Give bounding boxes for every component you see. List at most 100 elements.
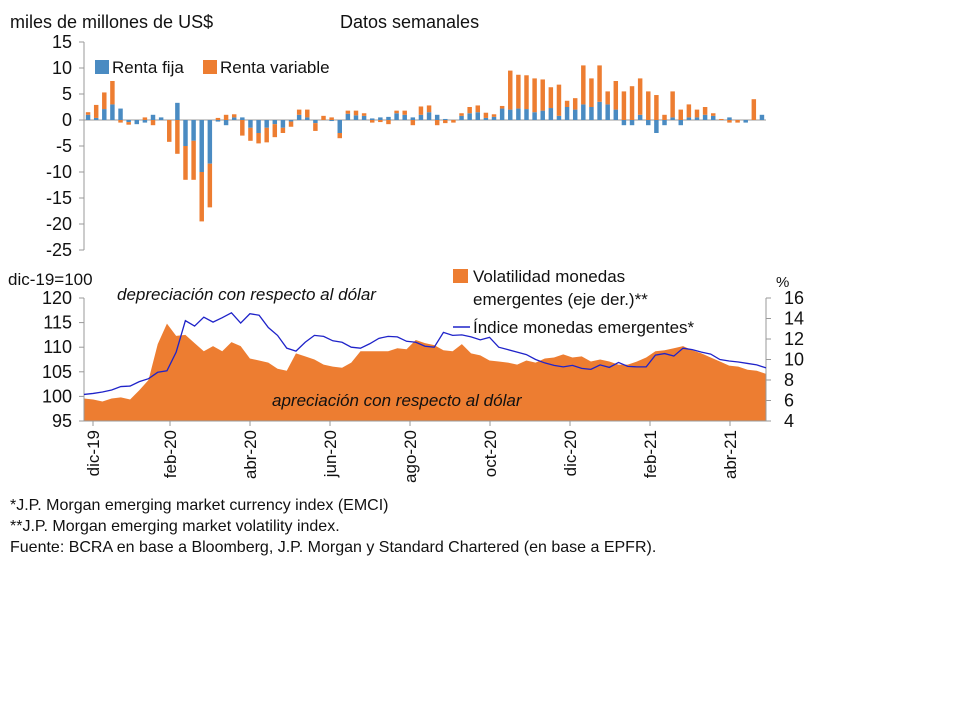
bar-renta-variable	[735, 120, 740, 123]
bottom-x-tick-label: abr-21	[721, 430, 740, 479]
bar-renta-variable	[337, 133, 342, 139]
bar-renta-variable	[402, 110, 407, 115]
legend-label-renta-fija: Renta fija	[112, 58, 184, 77]
bar-renta-variable	[240, 120, 245, 136]
bottom-y2-tick-label: 8	[784, 370, 794, 390]
bar-renta-variable	[215, 117, 221, 120]
bar-renta-fija	[394, 113, 399, 120]
bar-renta-variable	[305, 109, 310, 118]
bar-renta-fija	[678, 120, 683, 126]
bar-renta-fija	[564, 107, 570, 120]
footnote-emci: *J.P. Morgan emerging market currency in…	[10, 497, 389, 514]
bar-renta-fija	[556, 115, 562, 120]
legend-label-volatility-line1: Volatilidad monedas	[473, 267, 625, 286]
bottom-y-tick-label: 110	[43, 337, 72, 357]
bar-renta-variable	[410, 120, 416, 126]
bar-renta-variable	[516, 74, 521, 109]
bar-renta-fija	[572, 109, 578, 120]
legend-swatch-renta-fija	[95, 60, 109, 74]
bar-renta-variable	[621, 91, 627, 120]
bar-renta-fija	[727, 117, 732, 120]
bar-renta-variable	[394, 110, 399, 114]
bar-renta-fija	[369, 118, 375, 120]
bar-renta-fija	[248, 120, 253, 128]
bar-renta-variable	[443, 120, 448, 124]
bar-renta-variable	[564, 100, 570, 107]
bar-renta-variable	[686, 104, 692, 118]
bar-renta-variable	[710, 113, 716, 116]
bar-renta-variable	[426, 105, 432, 113]
bar-renta-variable	[418, 106, 424, 115]
top-y-tick-label: 5	[62, 84, 72, 104]
bar-renta-fija	[597, 101, 602, 120]
bar-renta-variable	[207, 163, 213, 208]
bar-renta-variable	[483, 112, 489, 118]
top-chart-bars	[85, 65, 765, 222]
legend-swatch-renta-variable	[203, 60, 217, 74]
bar-renta-variable	[150, 120, 156, 126]
bottom-y-tick-label: 105	[42, 362, 72, 382]
bar-renta-variable	[694, 109, 700, 118]
bar-renta-fija	[491, 116, 497, 120]
bar-renta-variable	[256, 133, 261, 144]
top-y-tick-label: -10	[46, 162, 72, 182]
bar-renta-fija	[240, 117, 245, 120]
bottom-chart-area	[84, 323, 766, 421]
bar-renta-fija	[305, 117, 310, 120]
bar-renta-fija	[223, 120, 229, 126]
bar-renta-fija	[264, 120, 269, 128]
top-chart-ylabel: miles de millones de US$	[10, 12, 213, 32]
bar-renta-variable	[361, 113, 367, 116]
bar-renta-fija	[710, 115, 716, 120]
bottom-chart-ylabel: dic-19=100	[8, 270, 93, 289]
bar-renta-variable	[369, 120, 375, 123]
bar-renta-fija	[459, 115, 464, 120]
top-y-tick-label: -20	[46, 214, 72, 234]
bar-renta-variable	[605, 91, 610, 105]
bar-renta-fija	[410, 117, 416, 120]
bar-renta-variable	[670, 91, 675, 118]
bar-renta-variable	[499, 105, 505, 109]
bar-renta-variable	[524, 75, 529, 110]
bar-renta-fija	[345, 113, 351, 120]
legend-label-renta-variable: Renta variable	[220, 58, 330, 77]
bottom-x-tick-label: abr-20	[241, 430, 260, 479]
bar-renta-fija	[540, 110, 545, 120]
bar-renta-fija	[191, 120, 196, 141]
bar-renta-fija	[118, 108, 123, 120]
chart-figure: miles de millones de US$ Datos semanales…	[8, 12, 804, 483]
bar-renta-fija	[759, 114, 765, 120]
top-y-tick-label: -5	[56, 136, 72, 156]
bar-renta-variable	[572, 98, 578, 110]
bar-renta-variable	[508, 70, 513, 110]
bottom-chart-legend: Volatilidad monedas emergentes (eje der.…	[453, 267, 695, 337]
bar-renta-variable	[467, 107, 472, 114]
bar-renta-fija	[353, 115, 359, 120]
bar-renta-fija	[126, 120, 131, 123]
bar-renta-fija	[134, 120, 140, 125]
bar-renta-fija	[231, 117, 237, 120]
bar-renta-fija	[207, 120, 213, 164]
bar-renta-fija	[589, 107, 594, 120]
bar-renta-variable	[248, 127, 253, 141]
footnotes: *J.P. Morgan emerging market currency in…	[10, 495, 656, 558]
bar-renta-variable	[110, 81, 115, 105]
bottom-y2-tick-label: 4	[784, 411, 794, 431]
bar-renta-fija	[183, 120, 188, 146]
bar-renta-variable	[597, 65, 602, 102]
bar-renta-fija	[629, 120, 635, 126]
bar-renta-fija	[313, 120, 318, 124]
bar-renta-variable	[451, 120, 456, 123]
bar-renta-variable	[540, 79, 545, 111]
bar-renta-variable	[85, 112, 91, 115]
bar-renta-variable	[264, 127, 269, 143]
bar-renta-fija	[637, 114, 643, 120]
bar-renta-variable	[296, 109, 302, 115]
bar-renta-variable	[386, 120, 391, 125]
bar-renta-fija	[621, 120, 627, 126]
bar-renta-fija	[605, 104, 610, 120]
bottom-x-tick-label: ago-20	[401, 430, 420, 483]
bar-renta-fija	[215, 120, 221, 122]
bar-renta-fija	[280, 120, 286, 128]
